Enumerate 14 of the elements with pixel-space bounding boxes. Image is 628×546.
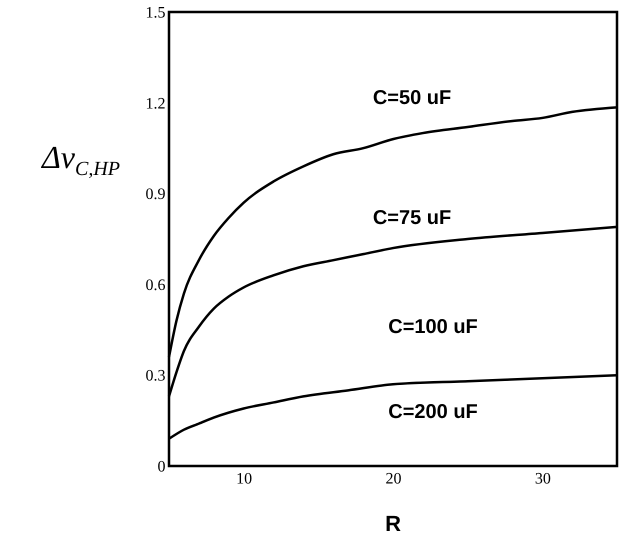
y-tick-label: 1.2: [146, 95, 166, 112]
x-tick-label: 30: [534, 470, 551, 488]
annotation: C=100 uF: [388, 316, 478, 338]
y-tick-label: 1.5: [146, 4, 166, 22]
x-tick-label: 20: [386, 470, 402, 488]
x-tick-label: 10: [236, 470, 252, 488]
x-axis-title: R: [385, 511, 402, 536]
annotation: C=200 uF: [388, 401, 478, 423]
annotation: C=50 uF: [372, 87, 452, 109]
y-tick-label: 0: [158, 458, 166, 476]
annotation: C=75 uF: [372, 207, 452, 229]
y-tick-label: 0.9: [146, 186, 166, 204]
y-tick-label: 0.3: [146, 368, 166, 385]
y-tick-label: 0.6: [146, 276, 166, 294]
